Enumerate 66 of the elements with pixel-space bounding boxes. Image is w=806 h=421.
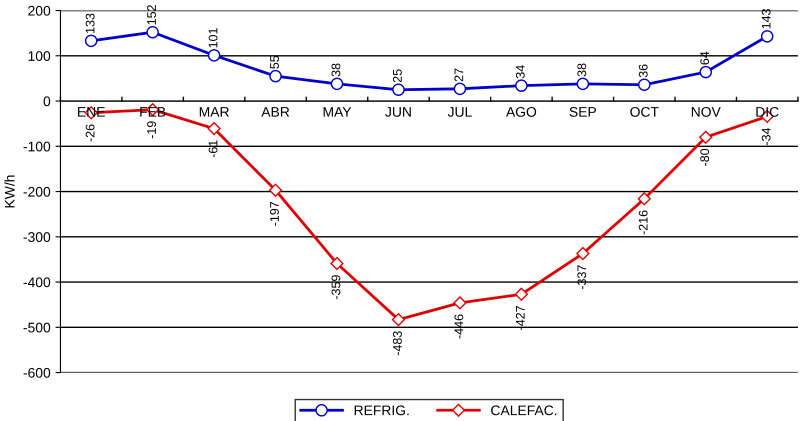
point [268, 184, 282, 197]
data-label: -80 [700, 148, 710, 166]
point [514, 288, 528, 301]
point [330, 256, 344, 270]
data-label: 101 [208, 28, 218, 48]
data-label: 27 [454, 68, 464, 82]
point [638, 78, 651, 91]
x-tick-label: SEP [570, 106, 596, 117]
data-label: -197 [270, 202, 279, 226]
legend-label: REFRIG. [354, 405, 409, 416]
point [760, 30, 774, 43]
data-label: 38 [577, 64, 586, 76]
data-label: -26 [86, 124, 95, 142]
point [269, 70, 282, 82]
point [84, 34, 98, 48]
data-label: -483 [392, 331, 402, 356]
point [453, 296, 467, 310]
y-tick-label: -100 [24, 142, 50, 152]
data-label: 55 [270, 56, 279, 69]
data-label: -427 [516, 306, 525, 330]
data-label: 25 [392, 69, 402, 82]
data-label: -337 [577, 265, 586, 290]
point [330, 78, 344, 90]
data-label: -216 [638, 210, 648, 234]
y-tick-label: -600 [24, 368, 50, 378]
data-label: 36 [638, 64, 648, 78]
y-tick-label: -400 [24, 277, 50, 288]
x-tick-label: AGO [506, 106, 536, 117]
point [638, 192, 651, 206]
point [576, 78, 590, 90]
y-axis-title: KW/h [4, 175, 15, 208]
data-label: 38 [332, 64, 340, 76]
data-label: 143 [762, 9, 771, 28]
y-tick-label: 200 [28, 6, 50, 16]
data-label: -61 [208, 140, 218, 158]
y-tick-label: 0 [44, 96, 50, 106]
point [146, 26, 159, 38]
point [392, 313, 406, 326]
x-tick-label: MAY [324, 107, 352, 117]
data-label: -359 [332, 275, 340, 300]
y-tick-label: -500 [24, 322, 50, 332]
x-tick-label: MAR [200, 107, 229, 117]
point [700, 66, 712, 78]
x-tick-label: JUN [385, 107, 411, 117]
x-tick-label: ABR [261, 107, 290, 117]
x-tick-label: NOV [692, 106, 721, 117]
point [454, 82, 466, 96]
data-label: -34 [762, 128, 771, 146]
legend-label: CALEFAC. [491, 405, 556, 416]
y-tick-label: 100 [28, 51, 50, 61]
point [515, 79, 528, 92]
point [699, 130, 712, 144]
y-tick-label: -300 [24, 232, 50, 242]
data-label: 133 [86, 14, 95, 33]
x-tick-label: OCT [630, 106, 659, 117]
data-label: 64 [700, 52, 710, 64]
data-label: -19 [147, 121, 156, 138]
data-label: 34 [516, 65, 525, 78]
point [208, 122, 221, 136]
y-tick-label: -200 [24, 186, 50, 197]
point [392, 83, 405, 96]
data-label: -446 [454, 314, 464, 338]
x-tick-label: JUL [448, 107, 472, 117]
data-label: 152 [147, 5, 156, 24]
point [208, 49, 220, 62]
point [576, 246, 590, 260]
